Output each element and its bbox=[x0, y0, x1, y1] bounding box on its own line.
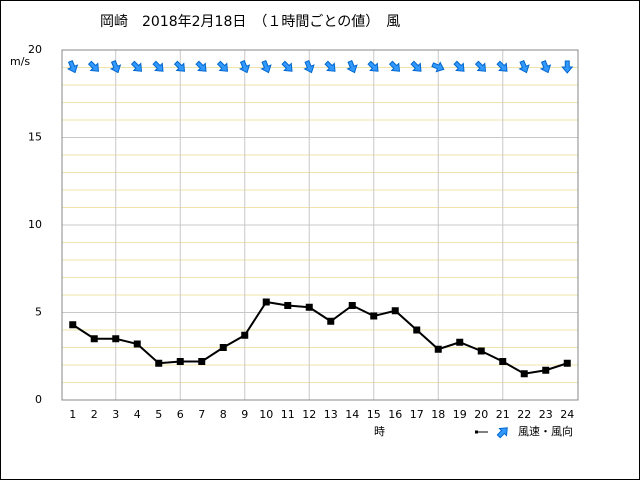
y-tick-label: 15 bbox=[28, 131, 42, 144]
x-tick-label: 2 bbox=[91, 408, 98, 421]
plot-border bbox=[61, 49, 579, 401]
data-point bbox=[90, 335, 98, 343]
x-tick-label: 13 bbox=[324, 408, 338, 421]
data-point bbox=[391, 307, 399, 315]
chart-title: 岡崎 2018年2月18日 （１時間ごとの値） 風 bbox=[100, 14, 400, 30]
x-tick-label: 21 bbox=[496, 408, 510, 421]
x-tick-label: 22 bbox=[517, 408, 531, 421]
data-point bbox=[176, 358, 184, 365]
data-line bbox=[72, 300, 568, 375]
x-tick-label: 6 bbox=[177, 408, 184, 421]
legend-arrow bbox=[496, 427, 508, 439]
x-tick-label: 5 bbox=[155, 408, 162, 421]
x-tick-label: 23 bbox=[539, 408, 553, 421]
wind-arrow bbox=[281, 60, 293, 72]
x-tick-label: 24 bbox=[560, 408, 574, 421]
wind-arrow bbox=[346, 60, 358, 74]
wind-arrow bbox=[367, 60, 379, 72]
data-point bbox=[305, 303, 313, 311]
x-tick-label: 19 bbox=[453, 408, 467, 421]
x-tick-label: 9 bbox=[241, 408, 248, 421]
x-tick-label: 11 bbox=[281, 408, 295, 421]
wind-arrow bbox=[173, 60, 186, 72]
x-tick-label: 1 bbox=[69, 408, 76, 421]
x-tick-label: 20 bbox=[474, 408, 488, 421]
data-point bbox=[542, 366, 550, 374]
data-point bbox=[112, 335, 120, 343]
data-point bbox=[456, 338, 464, 346]
wind-arrow bbox=[431, 61, 445, 73]
wind-arrow bbox=[561, 60, 574, 74]
x-tick-label: 7 bbox=[198, 408, 205, 421]
x-tick-label: 15 bbox=[367, 408, 381, 421]
wind-arrow bbox=[87, 60, 100, 72]
data-point bbox=[413, 326, 421, 334]
wind-arrow bbox=[66, 60, 79, 74]
wind-arrow bbox=[109, 60, 122, 74]
data-point bbox=[434, 345, 442, 353]
wind-arrow bbox=[474, 60, 487, 72]
data-point bbox=[133, 340, 141, 348]
x-tick-label: 8 bbox=[220, 408, 227, 421]
y-axis-label: m/s bbox=[10, 55, 30, 68]
data-point bbox=[284, 302, 292, 309]
data-point bbox=[348, 302, 356, 309]
data-point bbox=[155, 359, 163, 367]
data-point bbox=[262, 298, 270, 306]
y-tick-label: 20 bbox=[28, 43, 42, 56]
x-tick-label: 4 bbox=[134, 408, 141, 421]
wind-arrow bbox=[518, 60, 530, 74]
x-tick-label: 18 bbox=[431, 408, 445, 421]
x-tick-label: 14 bbox=[345, 408, 359, 421]
x-tick-label: 12 bbox=[302, 408, 316, 421]
x-tick-label: 16 bbox=[388, 408, 402, 421]
wind-arrow bbox=[539, 60, 552, 74]
wind-arrow bbox=[496, 60, 508, 72]
x-tick-label: 3 bbox=[112, 408, 119, 421]
data-point bbox=[477, 347, 485, 355]
x-axis-label: 時 bbox=[374, 425, 385, 438]
x-tick-label: 10 bbox=[259, 408, 273, 421]
legend-label: 風速・風向 bbox=[518, 424, 573, 438]
y-tick-label: 5 bbox=[35, 306, 42, 319]
data-point bbox=[198, 358, 206, 365]
wind-arrow bbox=[388, 60, 401, 72]
data-point bbox=[499, 358, 507, 365]
wind-arrow bbox=[130, 60, 143, 72]
wind-arrow bbox=[410, 60, 422, 72]
data-point bbox=[563, 359, 571, 367]
data-point bbox=[327, 317, 335, 325]
y-tick-label: 10 bbox=[28, 218, 42, 231]
wind-arrow bbox=[260, 60, 272, 74]
wind-arrow bbox=[324, 60, 336, 72]
wind-arrow bbox=[303, 60, 315, 74]
wind-arrow bbox=[195, 60, 207, 72]
y-tick-label: 0 bbox=[35, 393, 42, 406]
data-point bbox=[69, 321, 77, 329]
wind-arrow bbox=[238, 60, 251, 74]
wind-arrow bbox=[152, 60, 164, 72]
data-point bbox=[520, 370, 528, 378]
data-point bbox=[219, 344, 227, 351]
wind-arrow bbox=[453, 60, 465, 72]
x-tick-label: 17 bbox=[410, 408, 424, 421]
legend-marker bbox=[475, 430, 478, 434]
legend: 風速・風向 bbox=[475, 424, 573, 439]
data-point bbox=[241, 331, 249, 339]
wind-arrow bbox=[216, 60, 229, 72]
data-point bbox=[370, 312, 378, 320]
